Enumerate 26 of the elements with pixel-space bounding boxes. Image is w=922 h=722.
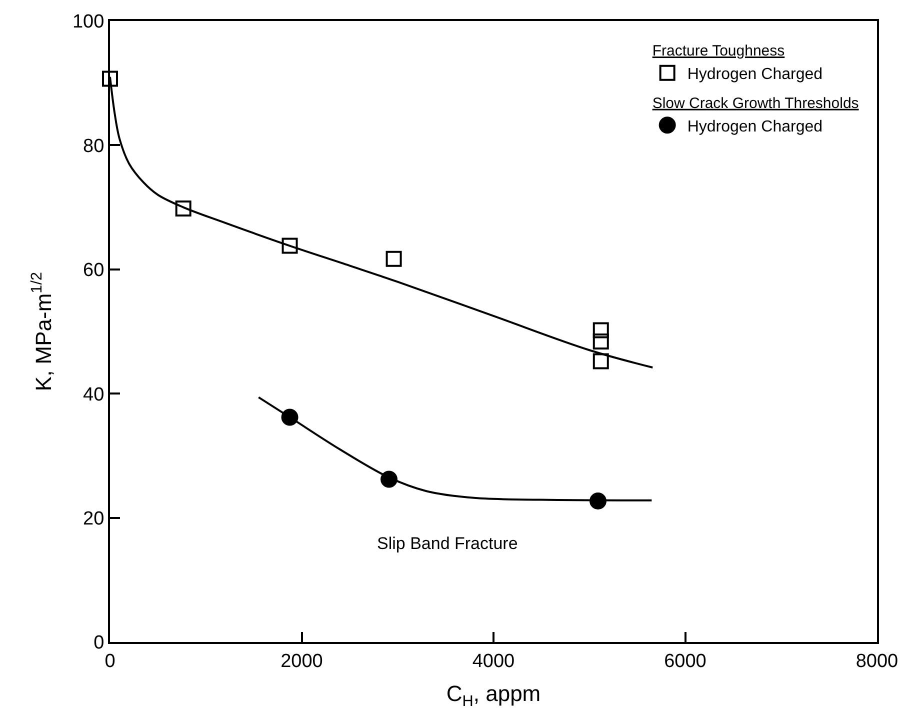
x-tick-label: 8000 (856, 650, 898, 672)
x-tick-label: 2000 (280, 650, 323, 672)
x-tick-label: 4000 (472, 650, 515, 672)
point (592, 333, 609, 350)
legend-label: Hydrogen Charged (687, 66, 823, 84)
y-tick-label: 0 (94, 632, 104, 654)
point (386, 250, 402, 267)
point (175, 200, 192, 217)
y-tick-label: 100 (72, 12, 104, 33)
point (592, 353, 609, 370)
point (102, 70, 118, 87)
legend-label: Hydrogen Charged (687, 118, 823, 136)
annotation: Slow Crack Growth Thresholds (652, 94, 859, 112)
point (590, 492, 606, 510)
x-tick-label: 6000 (664, 650, 706, 672)
y-tick-label: 80 (83, 136, 104, 157)
point (380, 470, 398, 488)
point (282, 238, 298, 254)
point (281, 408, 298, 426)
annotation: Fracture Toughness (652, 42, 785, 60)
x-axis-title: C$_{H}$, appm (446, 681, 541, 710)
annotation: Slip Band Fracture (377, 534, 518, 553)
point (592, 322, 609, 338)
y-tick-label: 20 (83, 508, 104, 530)
y-tick-label: 40 (83, 384, 104, 406)
y-tick-label: 60 (83, 260, 104, 282)
